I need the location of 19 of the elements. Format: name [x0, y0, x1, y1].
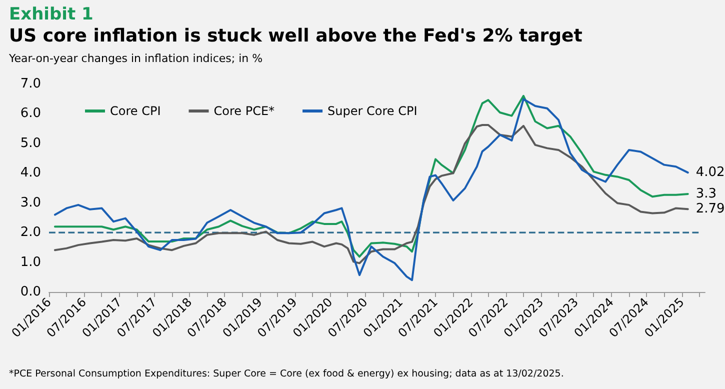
y-tick-label: 2.0: [20, 225, 41, 240]
data-label: 2.79: [696, 202, 725, 217]
y-tick-label: 1.0: [20, 254, 41, 270]
y-tick-label: 3.0: [20, 195, 41, 210]
y-tick-label: 0.0: [20, 284, 41, 300]
chart-title: US core inflation is stuck well above the Fed's 2% target: [9, 26, 583, 46]
text: Exhibit 1: [9, 4, 94, 24]
chart-subtitle: Year-on-year changes in inflation indices; in %: [8, 52, 263, 65]
y-tick-label: 5.0: [20, 136, 41, 151]
y-tick-label: 6.0: [20, 106, 41, 122]
legend-label: Super Core CPI: [328, 104, 418, 118]
data-label: 4.02: [696, 165, 725, 180]
data-label: 3.3: [696, 186, 717, 202]
y-tick-label: 7.0: [20, 76, 41, 92]
legend-label: Core PCE*: [214, 104, 275, 118]
text: *PCE Personal Consumption Expenditures: Super Core = Core (ex food & energy) ex housing; data as at 13/02/2025.: [9, 368, 564, 380]
y-tick-label: 4.0: [20, 166, 41, 181]
legend-label: Core CPI: [110, 104, 161, 118]
line-series: [54, 124, 689, 264]
